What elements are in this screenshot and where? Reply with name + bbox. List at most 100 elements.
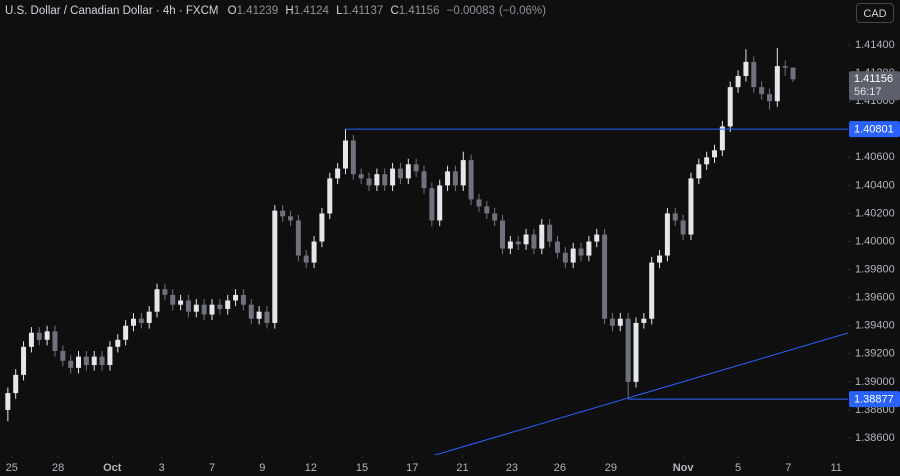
ohlc-letter: H bbox=[285, 5, 294, 17]
candle-body bbox=[405, 164, 411, 179]
candle-body bbox=[460, 160, 466, 186]
candle-body bbox=[335, 168, 341, 179]
candle-body bbox=[303, 255, 309, 263]
candle-body bbox=[193, 304, 199, 312]
symbol-header: U.S. Dollar / Canadian Dollar · 4h · FXC… bbox=[5, 5, 550, 17]
candle-body bbox=[83, 356, 89, 366]
candle-body bbox=[225, 300, 231, 309]
candle-body bbox=[44, 331, 50, 340]
y-tick-label: 1.39800 bbox=[855, 264, 895, 276]
x-tick-label: 21 bbox=[456, 462, 468, 474]
candle-body bbox=[264, 311, 270, 323]
candle-body bbox=[390, 168, 396, 186]
candle-body bbox=[672, 213, 678, 221]
candle-body bbox=[52, 331, 58, 352]
candle-body bbox=[358, 174, 364, 179]
candle-body bbox=[209, 304, 215, 315]
candle-body bbox=[578, 248, 584, 256]
candle-body bbox=[641, 318, 647, 323]
x-tick-label: 5 bbox=[735, 462, 741, 474]
currency-button[interactable]: CAD bbox=[856, 3, 894, 23]
candle-body bbox=[374, 174, 380, 186]
level-tag bbox=[849, 121, 900, 138]
candle-body bbox=[248, 304, 254, 319]
x-tick-label: 28 bbox=[52, 462, 64, 474]
ohlc-value: 1.41137 bbox=[342, 5, 384, 17]
ohlc-value: 1.4124 bbox=[293, 5, 329, 17]
candle-body bbox=[759, 87, 765, 95]
x-tick-label: 25 bbox=[6, 462, 18, 474]
candle-body bbox=[649, 262, 655, 319]
candle-body bbox=[185, 300, 191, 312]
x-tick-label: 7 bbox=[209, 462, 215, 474]
candle-body bbox=[712, 150, 718, 158]
trend-line bbox=[433, 332, 848, 455]
candle-body bbox=[523, 234, 529, 245]
candle-body bbox=[625, 318, 631, 382]
x-tick-label: 17 bbox=[406, 462, 418, 474]
candle-body bbox=[429, 188, 435, 221]
y-tick-label: 1.39400 bbox=[855, 320, 895, 332]
candle-body bbox=[531, 234, 537, 249]
y-tick-label: 1.39200 bbox=[855, 348, 895, 360]
candle-body bbox=[727, 87, 733, 127]
ohlc-value: 1.41239 bbox=[236, 5, 279, 17]
candle-body bbox=[609, 318, 615, 326]
candle-body bbox=[735, 75, 741, 88]
x-tick-label: Nov bbox=[673, 462, 695, 474]
candle-body bbox=[704, 157, 710, 165]
candle-body bbox=[280, 210, 286, 217]
candle-body bbox=[240, 294, 246, 305]
candle-body bbox=[570, 248, 576, 263]
ohlc-letter: L bbox=[336, 5, 343, 17]
candle-body bbox=[28, 332, 34, 347]
candle-body bbox=[696, 164, 702, 179]
x-tick-label: 11 bbox=[831, 462, 842, 474]
candle-body bbox=[295, 220, 301, 256]
candle-body bbox=[91, 356, 97, 366]
candle-body bbox=[130, 318, 136, 326]
x-tick-label: 3 bbox=[159, 462, 165, 474]
candle-body bbox=[366, 178, 372, 186]
candle-body bbox=[76, 356, 82, 368]
candle-body bbox=[774, 66, 780, 102]
candle-body bbox=[178, 300, 184, 305]
candle-body bbox=[515, 241, 521, 245]
price-tag bbox=[849, 71, 900, 101]
candle-body bbox=[680, 220, 686, 235]
candle-body bbox=[350, 140, 356, 175]
candle-body bbox=[170, 294, 176, 305]
change-value: −0.00083 bbox=[446, 5, 495, 17]
x-tick-label: 12 bbox=[305, 462, 317, 474]
candle-body bbox=[311, 241, 317, 263]
candle-body bbox=[162, 289, 168, 295]
candle-body bbox=[413, 164, 419, 172]
level-tag bbox=[849, 391, 900, 408]
candle-body bbox=[547, 224, 553, 242]
x-tick-label: Oct bbox=[103, 462, 122, 474]
y-tick-label: 1.41400 bbox=[855, 39, 895, 51]
candle-body bbox=[476, 199, 482, 207]
x-tick-label: 7 bbox=[785, 462, 791, 474]
candle-body bbox=[201, 304, 207, 315]
candle-body bbox=[154, 289, 160, 312]
ohlc-value: 1.41156 bbox=[398, 5, 440, 17]
candle-body bbox=[342, 140, 348, 169]
x-tick-label: 29 bbox=[605, 462, 617, 474]
ohlc-letter: O bbox=[227, 5, 237, 17]
price-tag-countdown: 56:17 bbox=[854, 86, 882, 98]
candle-body bbox=[602, 234, 608, 319]
y-tick-label: 1.40000 bbox=[855, 235, 895, 247]
candle-body bbox=[664, 213, 670, 256]
symbol-title: U.S. Dollar / Canadian Dollar · 4h · FXC… bbox=[5, 5, 219, 17]
candle-body bbox=[782, 66, 788, 68]
candle-body bbox=[719, 126, 725, 151]
candle-body bbox=[790, 67, 796, 80]
candle-body bbox=[138, 318, 144, 323]
candle-body bbox=[272, 210, 278, 323]
candle-body bbox=[633, 322, 639, 382]
candle-body bbox=[586, 241, 592, 256]
candle-body bbox=[751, 61, 757, 88]
candle-body bbox=[468, 160, 474, 200]
